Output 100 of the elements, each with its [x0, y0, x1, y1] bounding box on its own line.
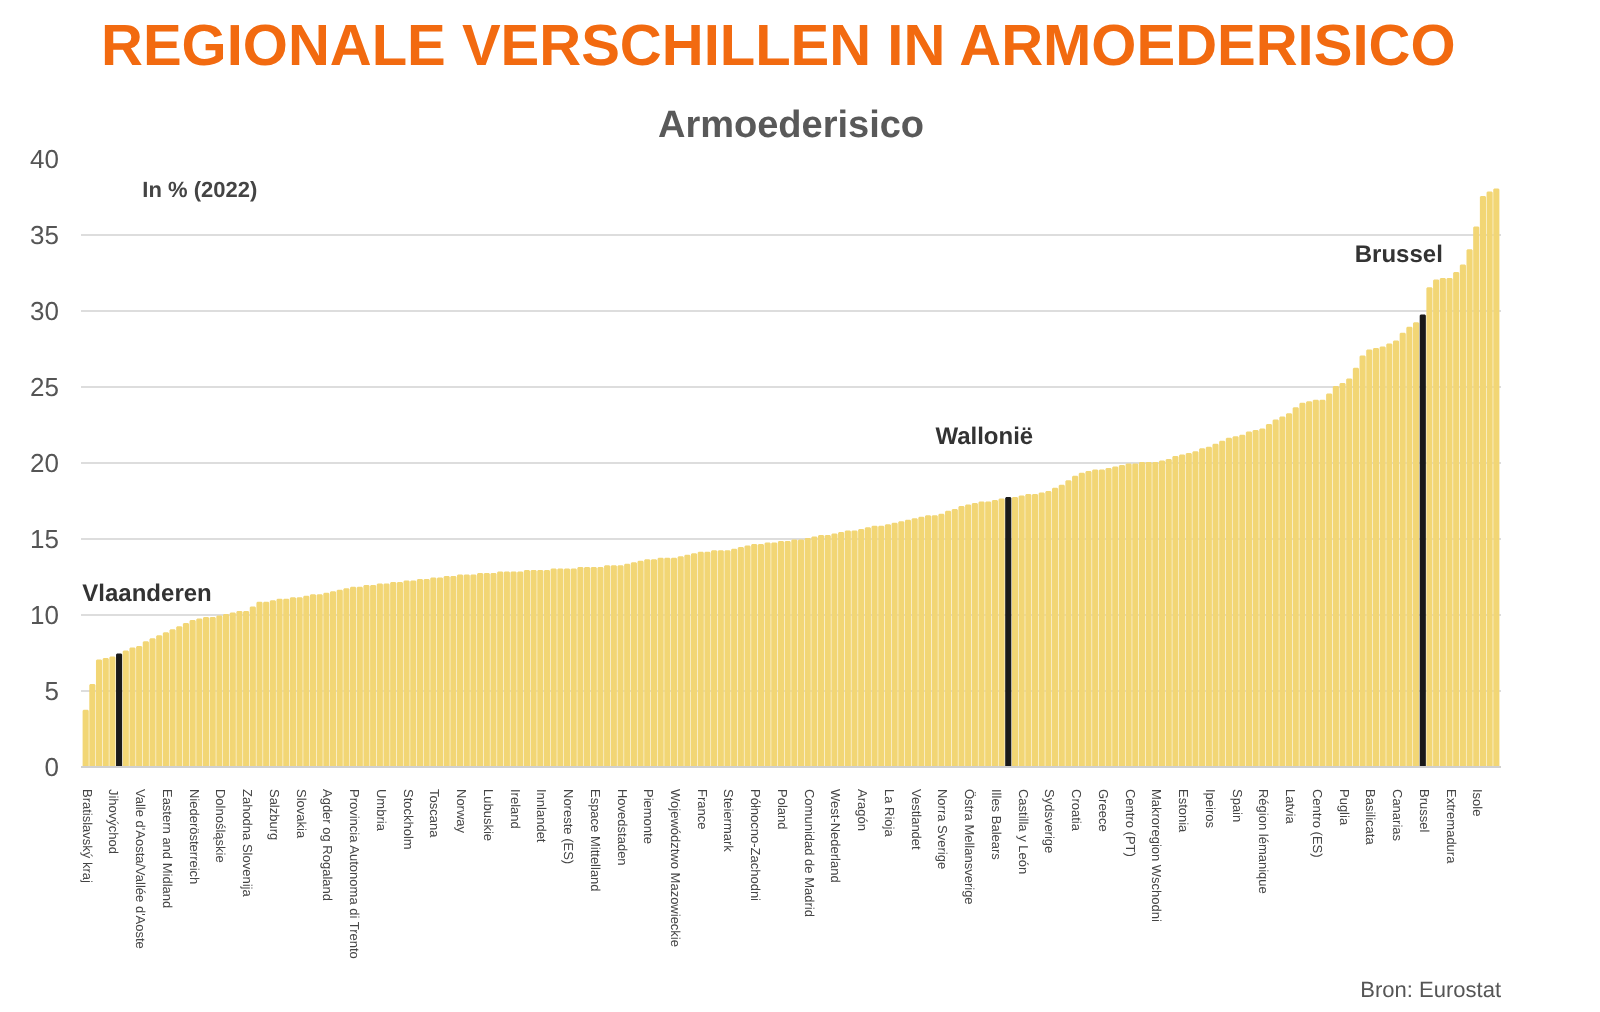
bar — [523, 569, 530, 767]
text: Bron: Eurostat — [1360, 979, 1502, 1003]
bar — [156, 635, 163, 767]
bar — [209, 617, 216, 767]
bar — [122, 650, 129, 767]
bar — [577, 566, 584, 767]
bar — [724, 550, 731, 767]
bar — [690, 553, 698, 767]
bar — [1132, 463, 1139, 767]
bar — [323, 592, 330, 767]
bar — [644, 559, 651, 767]
bar — [965, 504, 972, 767]
bar — [303, 595, 310, 767]
bar — [1446, 278, 1453, 767]
bar — [1286, 413, 1293, 767]
bar — [530, 569, 537, 767]
bar — [1065, 480, 1072, 767]
y-tick-label: 35 — [30, 220, 60, 250]
bar — [958, 506, 965, 767]
annotation: Brussel — [1354, 239, 1443, 268]
bar — [791, 539, 798, 767]
bar — [1052, 487, 1059, 767]
bar — [1252, 430, 1259, 767]
bar — [1038, 492, 1045, 767]
bar — [1265, 424, 1273, 767]
bar — [457, 574, 464, 767]
bar — [757, 544, 764, 767]
bar — [142, 641, 149, 767]
bar — [1433, 279, 1440, 767]
bar — [390, 582, 397, 767]
bar — [1272, 419, 1279, 767]
bar — [1319, 399, 1326, 767]
bar — [510, 571, 517, 767]
bar — [684, 554, 691, 767]
bar — [1379, 346, 1386, 767]
chart-subtitle: Armoederisico — [657, 105, 925, 147]
bar — [1486, 191, 1493, 767]
bar — [1219, 440, 1226, 767]
bar — [416, 579, 424, 767]
bar — [1232, 436, 1239, 767]
bar — [256, 601, 263, 767]
bar — [443, 576, 450, 767]
bar — [971, 503, 978, 767]
bar — [744, 545, 751, 767]
bar — [543, 569, 551, 767]
bar — [831, 533, 838, 767]
bar — [1158, 460, 1166, 767]
bar — [1098, 469, 1105, 767]
bar — [176, 626, 183, 767]
bar — [336, 589, 343, 767]
bar — [1085, 471, 1092, 767]
bar — [924, 515, 932, 767]
bar — [236, 610, 243, 767]
bar — [196, 618, 203, 767]
bar — [804, 538, 811, 767]
bar — [202, 617, 210, 767]
bar — [1479, 196, 1487, 767]
bar — [1112, 466, 1119, 767]
bar — [1152, 462, 1159, 767]
bar — [938, 513, 945, 767]
bar — [296, 597, 303, 767]
bar — [1212, 443, 1219, 767]
bar — [777, 541, 785, 767]
bar — [1299, 402, 1306, 767]
bar — [223, 614, 230, 767]
bar — [657, 557, 664, 767]
bar — [1399, 332, 1406, 767]
bar — [283, 598, 290, 767]
bar — [851, 530, 858, 767]
bar — [1018, 495, 1025, 767]
bar — [884, 524, 892, 767]
bar — [1105, 468, 1112, 767]
y-tick-label: 15 — [30, 524, 60, 554]
bar — [537, 569, 544, 767]
bar — [229, 612, 236, 767]
bar — [109, 656, 116, 767]
bar — [1078, 472, 1085, 767]
bar — [898, 521, 905, 767]
bar — [871, 525, 878, 767]
bar — [550, 568, 557, 767]
bar — [597, 566, 604, 767]
bar — [363, 585, 370, 767]
bar — [403, 580, 410, 767]
bar — [350, 586, 357, 767]
bar — [911, 518, 918, 767]
bar — [797, 539, 805, 767]
bar — [771, 542, 778, 767]
bar — [182, 623, 190, 767]
bar — [1165, 458, 1172, 767]
bar — [1406, 326, 1413, 767]
bar — [751, 544, 758, 767]
bar — [1199, 448, 1206, 767]
bar — [1185, 452, 1192, 767]
y-tick-label: 25 — [30, 372, 60, 402]
bar — [931, 515, 938, 767]
bar — [463, 574, 470, 767]
bar — [102, 658, 109, 767]
bar — [162, 632, 169, 767]
y-tick-label: 30 — [30, 296, 60, 326]
bar — [477, 572, 484, 767]
